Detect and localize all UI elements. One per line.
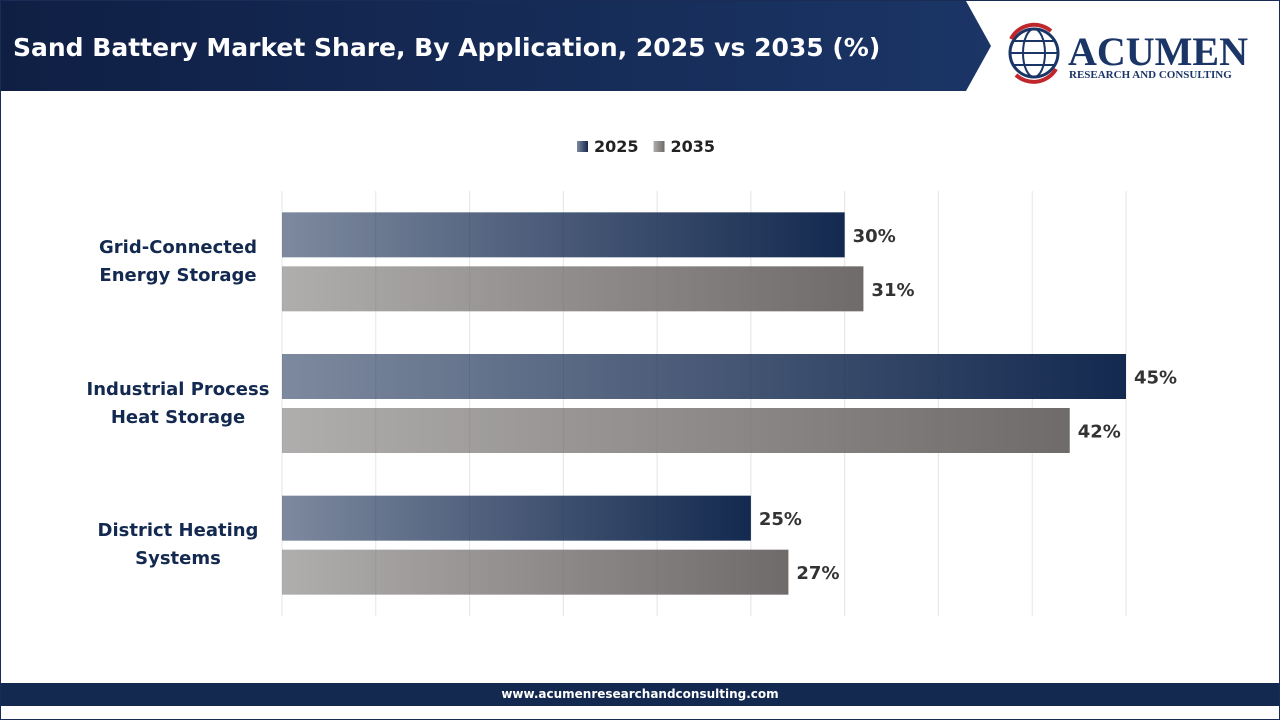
logo: ACUMEN RESEARCH AND CONSULTING [1008,22,1248,84]
bar [282,266,864,312]
header-band [1,1,991,91]
bar [282,408,1070,453]
footer-band [1,683,1279,706]
legend-label: 2025 [594,137,639,156]
legend-swatch [653,141,665,152]
logo-name: ACUMEN [1068,29,1248,74]
title: Sand Battery Market Share, By Applicatio… [13,33,880,62]
value-label: 31% [871,280,914,301]
value-label: 25% [759,509,802,530]
category-label: Industrial Process Heat Storage [86,378,270,428]
footer-url: www.acumenresearchandconsulting.com [501,687,778,701]
legend-label: 2035 [671,137,716,156]
category-label: District Heating Systems [97,520,259,570]
bar [282,212,845,258]
bar [282,495,751,541]
bar [282,549,789,595]
category-label: Grid-Connected Energy Storage [99,236,257,286]
value-label: 27% [796,563,839,584]
bar [282,354,1126,399]
value-label: 30% [853,226,896,247]
value-label: 45% [1134,368,1177,389]
legend-swatch [577,141,588,152]
logo-tagline: RESEARCH AND CONSULTING [1069,69,1232,81]
value-label: 42% [1078,422,1121,443]
